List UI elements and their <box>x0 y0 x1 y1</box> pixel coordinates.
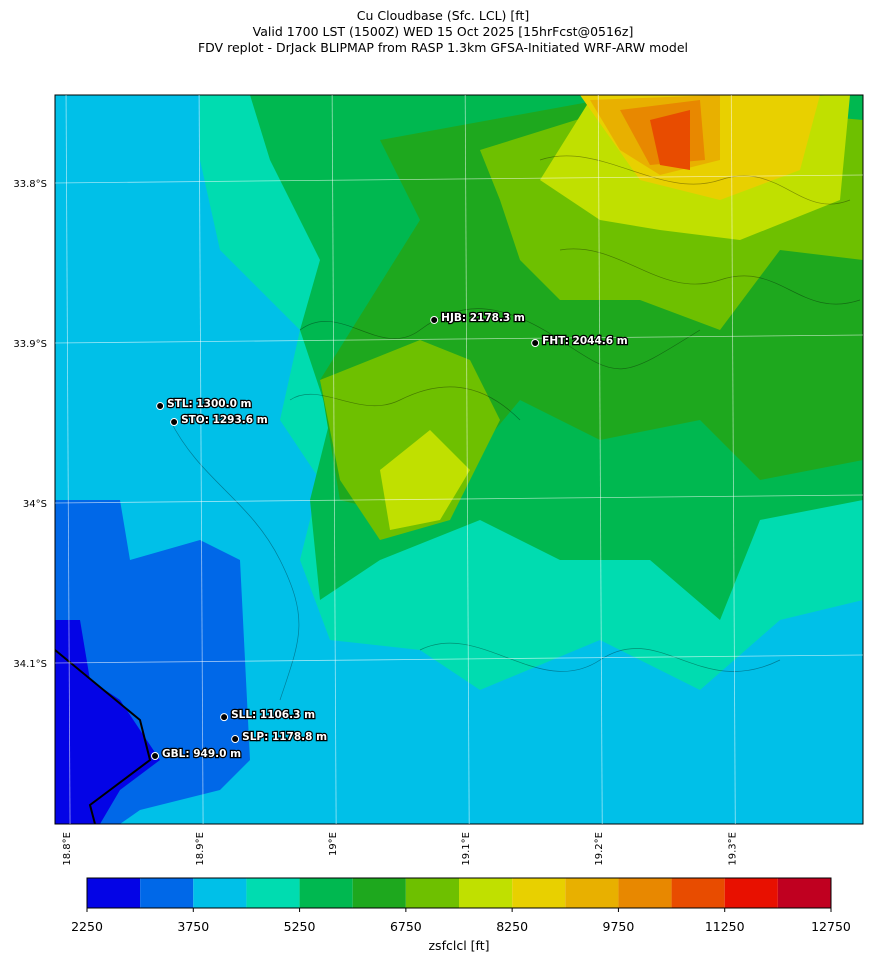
station-label: HJB: 2178.3 m <box>441 312 525 324</box>
y-tick-label: 34°S <box>23 499 47 510</box>
y-tick-label: 34.1°S <box>13 659 47 670</box>
station-marker <box>430 315 439 324</box>
x-tick-label: 19.2°E <box>594 832 605 866</box>
colorbar-swatch <box>193 878 247 908</box>
title-line: Cu Cloudbase (Sfc. LCL) [ft] <box>357 8 529 23</box>
station-marker <box>220 713 229 722</box>
colorbar-tick-label: 3750 <box>177 919 209 934</box>
station-label: STL: 1300.0 m <box>167 398 251 410</box>
colorbar-swatch <box>671 878 725 908</box>
colorbar-swatch <box>512 878 566 908</box>
terrain-field <box>55 95 863 824</box>
colorbar-tick-label: 8250 <box>496 919 528 934</box>
colorbar-tick-label: 2250 <box>71 919 103 934</box>
colorbar-tick-label: 12750 <box>811 919 851 934</box>
x-tick-label: 18.9°E <box>195 832 206 866</box>
grid-line <box>198 94 204 825</box>
grid-line <box>54 654 864 664</box>
colorbar-tick-label: 6750 <box>390 919 422 934</box>
colorbar-swatch <box>299 878 353 908</box>
colorbar-frame <box>86 877 832 909</box>
colorbar-swatch <box>405 878 459 908</box>
colorbar-swatch <box>565 878 619 908</box>
y-tick-label: 33.8°S <box>13 179 47 190</box>
x-tick-label: 19.1°E <box>461 832 472 866</box>
colorbar-label: zsfclcl [ft] <box>429 938 490 953</box>
x-tick-label: 18.8°E <box>62 832 73 866</box>
station-marker <box>170 418 179 427</box>
title-line: FDV replot - DrJack BLIPMAP from RASP 1.… <box>198 40 688 55</box>
grid-line <box>54 174 864 184</box>
map-frame <box>54 94 864 825</box>
x-tick-label: 19°E <box>328 832 339 856</box>
station-marker <box>156 402 165 411</box>
grid-line <box>54 494 864 504</box>
station-label: SLP: 1178.8 m <box>242 731 327 743</box>
grid-line <box>597 94 603 825</box>
title-line: Valid 1700 LST (1500Z) WED 15 Oct 2025 [… <box>253 24 634 39</box>
y-tick-label: 33.9°S <box>13 339 47 350</box>
station-label: FHT: 2044.6 m <box>542 335 628 347</box>
station-marker <box>531 339 540 348</box>
colorbar-swatch <box>246 878 300 908</box>
station-label: STO: 1293.6 m <box>181 414 268 426</box>
colorbar-swatch <box>140 878 194 908</box>
station-label: GBL: 949.0 m <box>162 748 241 760</box>
colorbar-swatch <box>724 878 778 908</box>
colorbar-swatch <box>777 878 831 908</box>
x-tick-label: 19.3°E <box>727 832 738 866</box>
grid-line <box>464 94 470 825</box>
station-marker <box>151 751 160 760</box>
grid-line <box>331 94 337 825</box>
colorbar-swatch <box>352 878 406 908</box>
colorbar-tick-label: 11250 <box>705 919 745 934</box>
colorbar-swatch <box>87 878 141 908</box>
grid-line <box>730 94 736 825</box>
colorbar-swatch <box>459 878 513 908</box>
colorbar-tick-label: 9750 <box>603 919 635 934</box>
colorbar-swatch <box>618 878 672 908</box>
grid-line <box>65 94 71 825</box>
station-marker <box>231 735 240 744</box>
station-label: SLL: 1106.3 m <box>231 709 315 721</box>
grid-line <box>54 334 864 344</box>
colorbar-tick-label: 5250 <box>284 919 316 934</box>
